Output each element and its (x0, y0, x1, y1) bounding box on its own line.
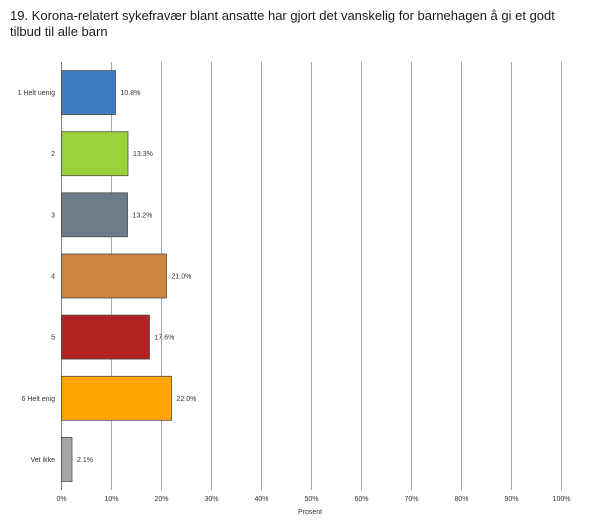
bars (61, 70, 172, 482)
bar (61, 192, 128, 238)
data-label: 13.2% (133, 212, 153, 219)
data-label: 21.0% (172, 274, 192, 281)
x-tick-label: 0% (56, 496, 66, 503)
bar (61, 314, 150, 360)
x-tick-label: 70% (404, 496, 418, 503)
x-tick-label: 60% (354, 496, 368, 503)
bar (61, 375, 172, 421)
category-label: 6 Helt enig (22, 396, 56, 403)
x-tick-label: 50% (304, 496, 318, 503)
data-label: 13.3% (133, 151, 153, 158)
x-tick-label: 30% (204, 496, 218, 503)
x-tick-label: 40% (254, 496, 268, 503)
bar (61, 436, 73, 482)
data-label: 17.6% (155, 335, 175, 342)
data-label: 2.1% (77, 457, 93, 464)
category-label: 1 Helt uenig (18, 90, 55, 97)
category-label: 3 (51, 212, 55, 219)
labels: 0% 10% 20% 30% 40% 50% 60% 70% 80% 90% 100% 1 Helt … (18, 90, 571, 503)
x-tick-label: 20% (154, 496, 168, 503)
category-label: 4 (51, 274, 55, 281)
bar (61, 70, 116, 115)
data-label: 22.0% (177, 396, 197, 403)
category-label: Vet ikke (30, 457, 55, 464)
x-tick-label: 80% (454, 496, 468, 503)
chart-title: 19. Korona-relatert sykefravær blant ans… (10, 8, 555, 39)
category-label: 2 (51, 151, 55, 158)
x-tick-label: 100% (553, 496, 571, 503)
x-tick-label: 90% (504, 496, 518, 503)
category-label: 5 (51, 335, 55, 342)
x-tick-label: 10% (104, 496, 118, 503)
x-axis-title: Prosent (298, 509, 322, 516)
data-label: 10.8% (121, 90, 141, 97)
bar (61, 131, 129, 177)
bar (61, 253, 167, 299)
